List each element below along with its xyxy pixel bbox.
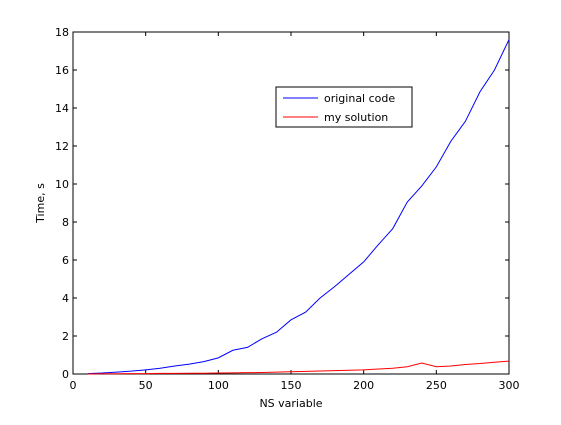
legend: original code my solution [275, 86, 413, 128]
y-tick-label: 8 [62, 216, 69, 229]
y-axis: 0 2 4 6 8 10 12 14 16 18 [55, 26, 509, 381]
y-tick-label: 12 [55, 140, 69, 153]
y-tick-label: 14 [55, 102, 69, 115]
y-tick-label: 6 [62, 254, 69, 267]
y-tick-label: 10 [55, 178, 69, 191]
y-tick-label: 2 [62, 330, 69, 343]
y-tick-label: 16 [55, 64, 69, 77]
y-axis-label: Time, s [34, 183, 47, 224]
legend-label-my-solution: my solution [324, 111, 388, 124]
series-line-original-code [87, 39, 510, 375]
x-tick-label: 50 [139, 379, 153, 392]
x-axis-label: NS variable [259, 397, 322, 410]
series-layer [87, 39, 510, 375]
x-tick-label: 300 [499, 379, 520, 392]
x-tick-label: 100 [208, 379, 229, 392]
y-tick-label: 4 [62, 292, 69, 305]
x-tick-label: 0 [70, 379, 77, 392]
series-line-my-solution [87, 360, 510, 375]
plot-area [72, 31, 510, 375]
legend-box [275, 86, 413, 128]
x-tick-label: 150 [281, 379, 302, 392]
y-tick-label: 18 [55, 26, 69, 39]
x-axis: 0 50 100 150 200 250 300 [70, 32, 520, 392]
x-tick-label: 250 [426, 379, 447, 392]
legend-label-original-code: original code [324, 92, 395, 105]
x-tick-label: 200 [353, 379, 374, 392]
y-tick-label: 0 [62, 368, 69, 381]
